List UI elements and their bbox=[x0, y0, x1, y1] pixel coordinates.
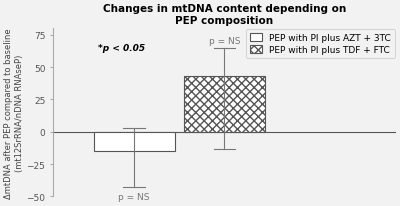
Legend: PEP with PI plus AZT + 3TC, PEP with PI plus TDF + FTC: PEP with PI plus AZT + 3TC, PEP with PI … bbox=[246, 30, 395, 58]
Y-axis label: ΔmtDNA after PEP compared to baseline
(mt12SrRNA/nDNA RNAseP): ΔmtDNA after PEP compared to baseline (m… bbox=[4, 28, 24, 198]
Text: p = NS: p = NS bbox=[118, 193, 150, 201]
Bar bbox=[94, 132, 175, 151]
Title: Changes in mtDNA content depending on
PEP composition: Changes in mtDNA content depending on PE… bbox=[103, 4, 346, 26]
Text: p = NS: p = NS bbox=[209, 37, 240, 46]
Text: *p < 0.05: *p < 0.05 bbox=[98, 43, 145, 52]
Bar bbox=[184, 77, 265, 132]
